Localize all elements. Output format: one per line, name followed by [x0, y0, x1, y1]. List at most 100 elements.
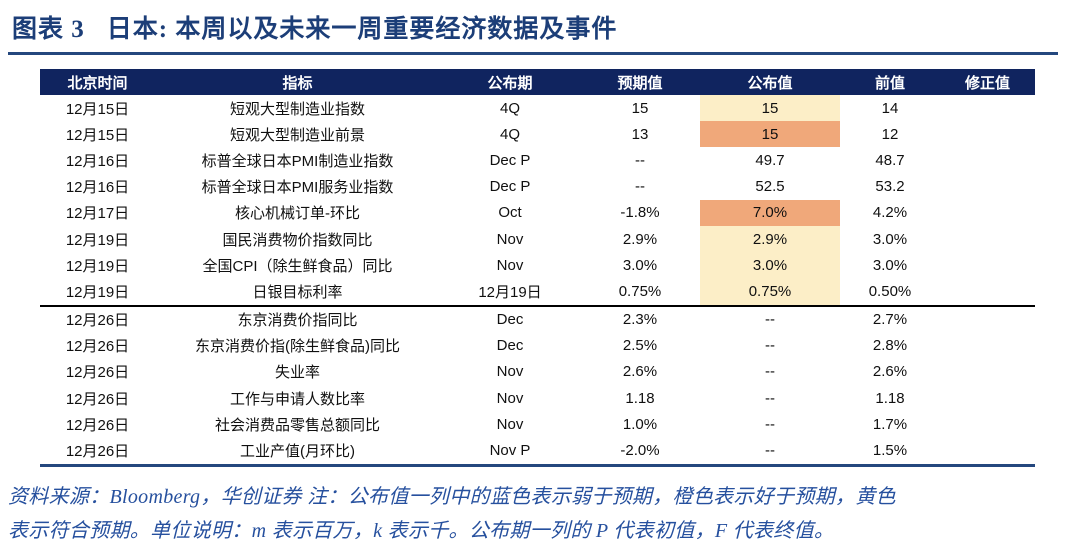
- cell-expected: 2.9%: [622, 230, 658, 248]
- figure-label: 图表 3: [12, 16, 85, 43]
- table-row: 12月15日 短观大型制造业指数 4Q 15 15 14: [40, 95, 1035, 122]
- cell-revised: [940, 200, 1035, 226]
- table-row: 12月26日 工业产值(月环比) Nov P -2.0% -- 1.5%: [40, 437, 1035, 463]
- source-note: 资料来源：Bloomberg，华创证券 注：公布值一列中的蓝色表示弱于预期，橙色…: [8, 480, 1080, 543]
- cell-actual: 15: [700, 121, 840, 148]
- cell-date: 12月26日: [65, 416, 130, 434]
- cell-period: Dec: [496, 337, 524, 355]
- figure-title: 图表 3 日本: 本周以及未来一周重要经济数据及事件: [0, 0, 1080, 45]
- table-body: 12月15日 短观大型制造业指数 4Q 15 15 14 12月15日 短观大型制造业前景 4Q…: [40, 95, 1035, 464]
- cell-expected: 1.0%: [622, 415, 658, 433]
- column-header-revised: 修正值: [964, 74, 1010, 92]
- cell-date: 12月17日: [65, 205, 130, 223]
- cell-expected: 2.6%: [622, 363, 658, 381]
- table-row: 12月15日 短观大型制造业前景 4Q 13 15 12: [40, 121, 1035, 148]
- cell-prior: 3.0%: [872, 230, 908, 248]
- cell-indicator: 工业产值(月环比): [240, 443, 355, 461]
- cell-indicator: 工作与申请人数比率: [229, 390, 365, 408]
- cell-indicator: 标普全球日本PMI服务业指数: [201, 179, 394, 197]
- cell-actual: --: [765, 389, 775, 407]
- cell-prior: 53.2: [875, 178, 905, 196]
- cell-revised: [940, 278, 1035, 304]
- cell-prior: 2.7%: [872, 311, 908, 329]
- cell-prior: 4.2%: [872, 204, 908, 222]
- cell-actual: --: [765, 337, 775, 355]
- cell-actual: 52.5: [755, 178, 785, 196]
- cell-prior: 1.5%: [872, 442, 908, 460]
- cell-prior: 0.50%: [868, 282, 912, 300]
- cell-expected: --: [635, 151, 645, 169]
- cell-revised: [940, 359, 1035, 385]
- column-header-actual: 公布值: [747, 74, 793, 92]
- cell-indicator: 短观大型制造业指数: [229, 100, 365, 118]
- cell-prior: 3.0%: [872, 256, 908, 274]
- cell-indicator: 全国CPI（除生鲜食品）同比: [202, 257, 393, 275]
- column-header-indicator: 指标: [282, 74, 313, 92]
- cell-expected: -2.0%: [620, 442, 660, 460]
- cell-expected: 1.18: [625, 389, 655, 407]
- cell-period: Dec P: [489, 178, 531, 196]
- cell-expected: 15: [631, 99, 649, 117]
- cell-period: Dec P: [489, 151, 531, 169]
- cell-date: 12月26日: [65, 312, 130, 330]
- cell-revised: [940, 226, 1035, 252]
- cell-prior: 12: [881, 125, 899, 143]
- cell-revised: [940, 333, 1035, 359]
- cell-date: 12月26日: [65, 390, 130, 408]
- cell-prior: 1.18: [875, 389, 905, 407]
- figure-title-text: 日本: 本周以及未来一周重要经济数据及事件: [106, 16, 618, 43]
- cell-expected: 2.5%: [622, 337, 658, 355]
- cell-date: 12月16日: [65, 179, 130, 197]
- cell-prior: 48.7: [875, 151, 905, 169]
- cell-indicator: 东京消费价指(除生鲜食品)同比: [195, 338, 400, 356]
- title-underline: [8, 52, 1058, 55]
- cell-actual: 49.7: [755, 151, 785, 169]
- cell-prior: 1.7%: [872, 415, 908, 433]
- cell-actual: 2.9%: [700, 225, 840, 253]
- cell-revised: [940, 174, 1035, 200]
- cell-indicator: 核心机械订单-环比: [235, 205, 360, 223]
- table-row: 12月26日 失业率 Nov 2.6% -- 2.6%: [40, 359, 1035, 385]
- cell-actual: 15: [700, 95, 840, 122]
- cell-revised: [940, 385, 1035, 411]
- cell-indicator: 日银目标利率: [252, 283, 343, 301]
- cell-indicator: 东京消费价指同比: [237, 312, 358, 330]
- cell-period: Nov: [496, 230, 524, 248]
- cell-prior: 2.6%: [872, 363, 908, 381]
- table-row: 12月19日 日银目标利率 12月19日 0.75% 0.75% 0.50%: [40, 278, 1035, 305]
- cell-period: Dec: [496, 311, 524, 329]
- cell-revised: [940, 411, 1035, 437]
- cell-indicator: 标普全球日本PMI制造业指数: [201, 152, 394, 170]
- cell-date: 12月19日: [65, 231, 130, 249]
- cell-revised: [940, 95, 1035, 121]
- cell-actual: 3.0%: [700, 252, 840, 279]
- cell-expected: --: [635, 178, 645, 196]
- cell-expected: 2.3%: [622, 311, 658, 329]
- cell-revised: [940, 147, 1035, 173]
- column-header-date: 北京时间: [67, 74, 128, 92]
- cell-date: 12月19日: [65, 283, 130, 301]
- cell-expected: 3.0%: [622, 256, 658, 274]
- cell-date: 12月26日: [65, 443, 130, 461]
- cell-period: Oct: [498, 204, 522, 222]
- cell-actual: --: [765, 442, 775, 460]
- cell-period: Nov: [496, 256, 524, 274]
- cell-indicator: 国民消费物价指数同比: [222, 231, 373, 249]
- cell-revised: [940, 121, 1035, 147]
- column-header-expected: 预期值: [617, 74, 663, 92]
- table-row: 12月26日 社会消费品零售总额同比 Nov 1.0% -- 1.7%: [40, 411, 1035, 437]
- cell-prior: 2.8%: [872, 337, 908, 355]
- cell-period: 4Q: [499, 99, 520, 117]
- cell-actual: --: [765, 311, 775, 329]
- source-note-line2: 表示符合预期。单位说明：m 表示百万，k 表示千。公布期一列的 P 代表初值，F…: [8, 519, 835, 542]
- table-row: 12月16日 标普全球日本PMI服务业指数 Dec P -- 52.5 53.2: [40, 174, 1035, 200]
- cell-date: 12月15日: [65, 126, 130, 144]
- cell-actual: 0.75%: [700, 278, 840, 305]
- cell-period: Nov P: [489, 442, 531, 460]
- cell-date: 12月26日: [65, 364, 130, 382]
- cell-indicator: 社会消费品零售总额同比: [214, 416, 380, 434]
- cell-actual: --: [765, 363, 775, 381]
- cell-expected: -1.8%: [620, 204, 660, 222]
- table-row: 12月19日 全国CPI（除生鲜食品）同比 Nov 3.0% 3.0% 3.0%: [40, 252, 1035, 279]
